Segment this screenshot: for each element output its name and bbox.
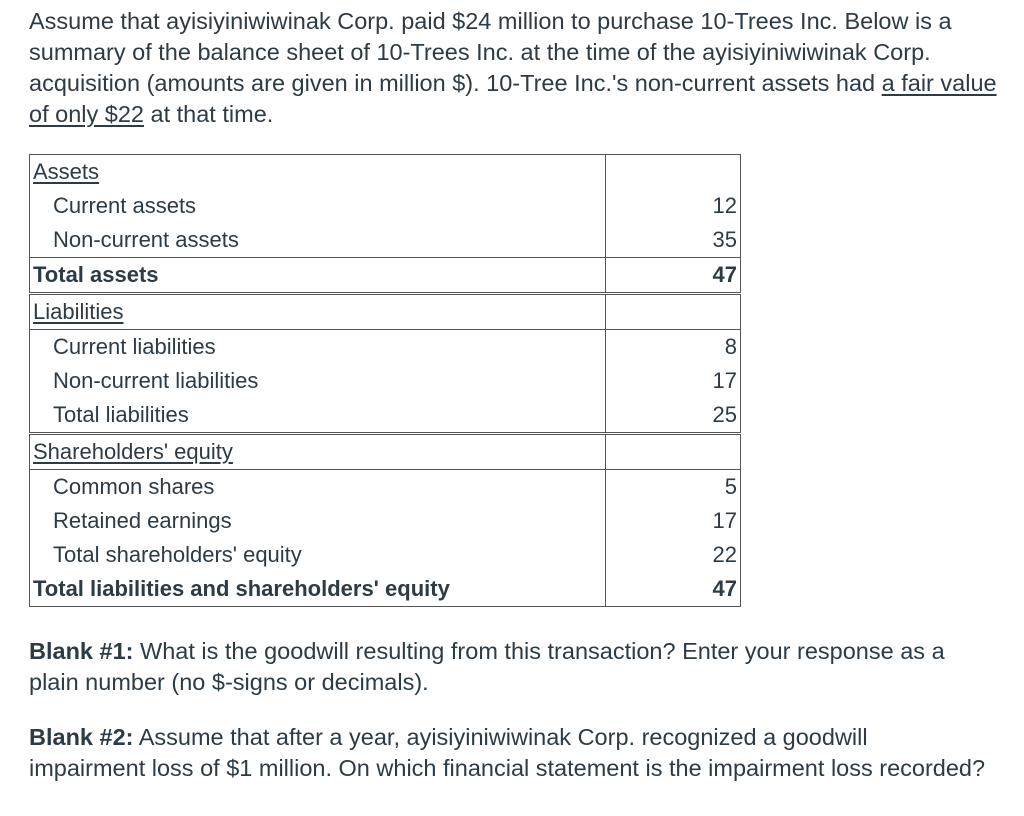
intro-paragraph: Assume that ayisiyiniwiwinak Corp. paid … — [29, 6, 999, 130]
total-liab-equity-value: 47 — [605, 572, 741, 607]
table-row: Retained earnings 17 — [29, 504, 741, 538]
row-label: Current liabilities — [29, 329, 606, 364]
balance-sheet-table: Assets Current assets 12 Non-current ass… — [29, 154, 741, 607]
fair-value-underlined: a fair value of only $22 — [29, 70, 997, 127]
table-row: Assets — [29, 154, 741, 189]
total-assets-value: 47 — [605, 257, 741, 294]
table-row: Total liabilities 25 — [29, 398, 741, 434]
table-row: Current assets 12 — [29, 189, 741, 223]
empty-cell — [605, 154, 741, 189]
row-label: Non-current assets — [29, 223, 606, 258]
empty-cell — [605, 432, 741, 470]
table-row: Non-current assets 35 — [29, 223, 741, 258]
assets-heading: Assets — [29, 154, 606, 189]
question-blank-1: Blank #1: What is the goodwill resulting… — [29, 636, 989, 698]
table-row: Shareholders' equity — [29, 432, 741, 470]
liabilities-heading: Liabilities — [29, 292, 606, 330]
row-label: Common shares — [29, 469, 606, 504]
total-assets-label: Total assets — [29, 257, 606, 294]
row-label: Retained earnings — [29, 504, 606, 538]
row-value: 17 — [605, 364, 741, 398]
total-liab-equity-label: Total liabilities and shareholders' equi… — [29, 572, 606, 607]
table-row: Non-current liabilities 17 — [29, 364, 741, 398]
table-row: Total assets 47 — [29, 257, 741, 294]
blank-1-text: What is the goodwill resulting from this… — [29, 638, 945, 695]
row-value: 25 — [605, 398, 741, 434]
row-value: 12 — [605, 189, 741, 223]
row-label: Total shareholders' equity — [29, 538, 606, 572]
row-label: Total liabilities — [29, 398, 606, 434]
empty-cell — [605, 292, 741, 330]
row-value: 5 — [605, 469, 741, 504]
table-row: Current liabilities 8 — [29, 329, 741, 364]
blank-1-label: Blank #1: — [29, 638, 134, 664]
blank-2-text: Assume that after a year, ayisiyiniwiwin… — [29, 724, 986, 781]
row-value: 22 — [605, 538, 741, 572]
blank-2-label: Blank #2: — [29, 724, 134, 750]
row-value: 17 — [605, 504, 741, 538]
equity-heading: Shareholders' equity — [29, 432, 606, 470]
row-value: 8 — [605, 329, 741, 364]
table-row: Common shares 5 — [29, 469, 741, 504]
row-label: Current assets — [29, 189, 606, 223]
table-row: Total shareholders' equity 22 — [29, 538, 741, 572]
intro-text-end: at that time. — [143, 101, 274, 127]
table-row: Total liabilities and shareholders' equi… — [29, 572, 741, 607]
table-row: Liabilities — [29, 292, 741, 330]
intro-text: Assume that ayisiyiniwiwinak Corp. paid … — [29, 8, 952, 96]
row-value: 35 — [605, 223, 741, 258]
question-blank-2: Blank #2: Assume that after a year, ayis… — [29, 722, 989, 784]
row-label: Non-current liabilities — [29, 364, 606, 398]
